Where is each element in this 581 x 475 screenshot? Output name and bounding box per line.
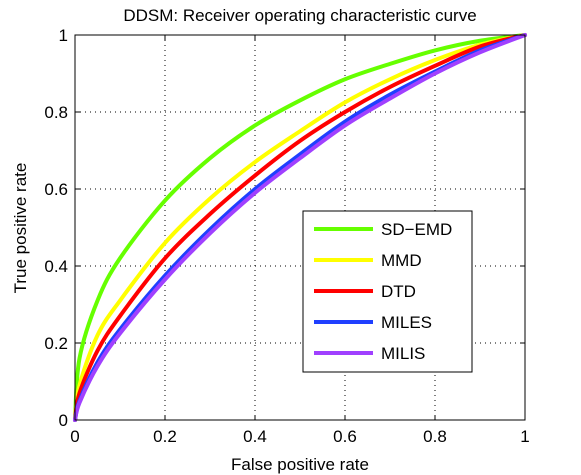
x-tick-label: 0.6	[333, 427, 357, 446]
y-tick-label: 0.2	[44, 334, 68, 353]
legend-label: SD−EMD	[381, 220, 452, 239]
legend-label: MILIS	[381, 344, 425, 363]
y-axis-label: True positive rate	[11, 163, 30, 294]
x-tick-label: 0.2	[153, 427, 177, 446]
axis-ticks: 0 0.2 0.4 0.6 0.8 1 0 0.2 0.4 0.6 0.8 1	[44, 26, 529, 446]
chart-title: DDSM: Receiver operating characteristic …	[123, 6, 476, 25]
legend-label: MMD	[381, 251, 422, 270]
y-tick-label: 0.6	[44, 180, 68, 199]
y-tick-label: 0	[59, 411, 68, 430]
series-line-4	[73, 33, 527, 422]
y-tick-label: 1	[59, 26, 68, 45]
series-line-2	[73, 33, 527, 422]
x-tick-label: 0.4	[243, 427, 267, 446]
y-tick-label: 0.8	[44, 103, 68, 122]
x-axis-label: False positive rate	[231, 455, 369, 474]
series-line-1	[73, 33, 527, 422]
plot-area-frame	[74, 34, 526, 421]
legend-label: DTD	[381, 282, 416, 301]
x-tick-label: 1	[520, 427, 529, 446]
x-tick-label: 0	[70, 427, 79, 446]
x-tick-label: 0.8	[423, 427, 447, 446]
series-lines	[73, 33, 527, 422]
legend-label: MILES	[381, 313, 432, 332]
legend: SD−EMD MMD DTD MILES MILIS	[302, 210, 473, 373]
y-tick-label: 0.4	[44, 257, 68, 276]
series-line-0	[73, 33, 527, 422]
